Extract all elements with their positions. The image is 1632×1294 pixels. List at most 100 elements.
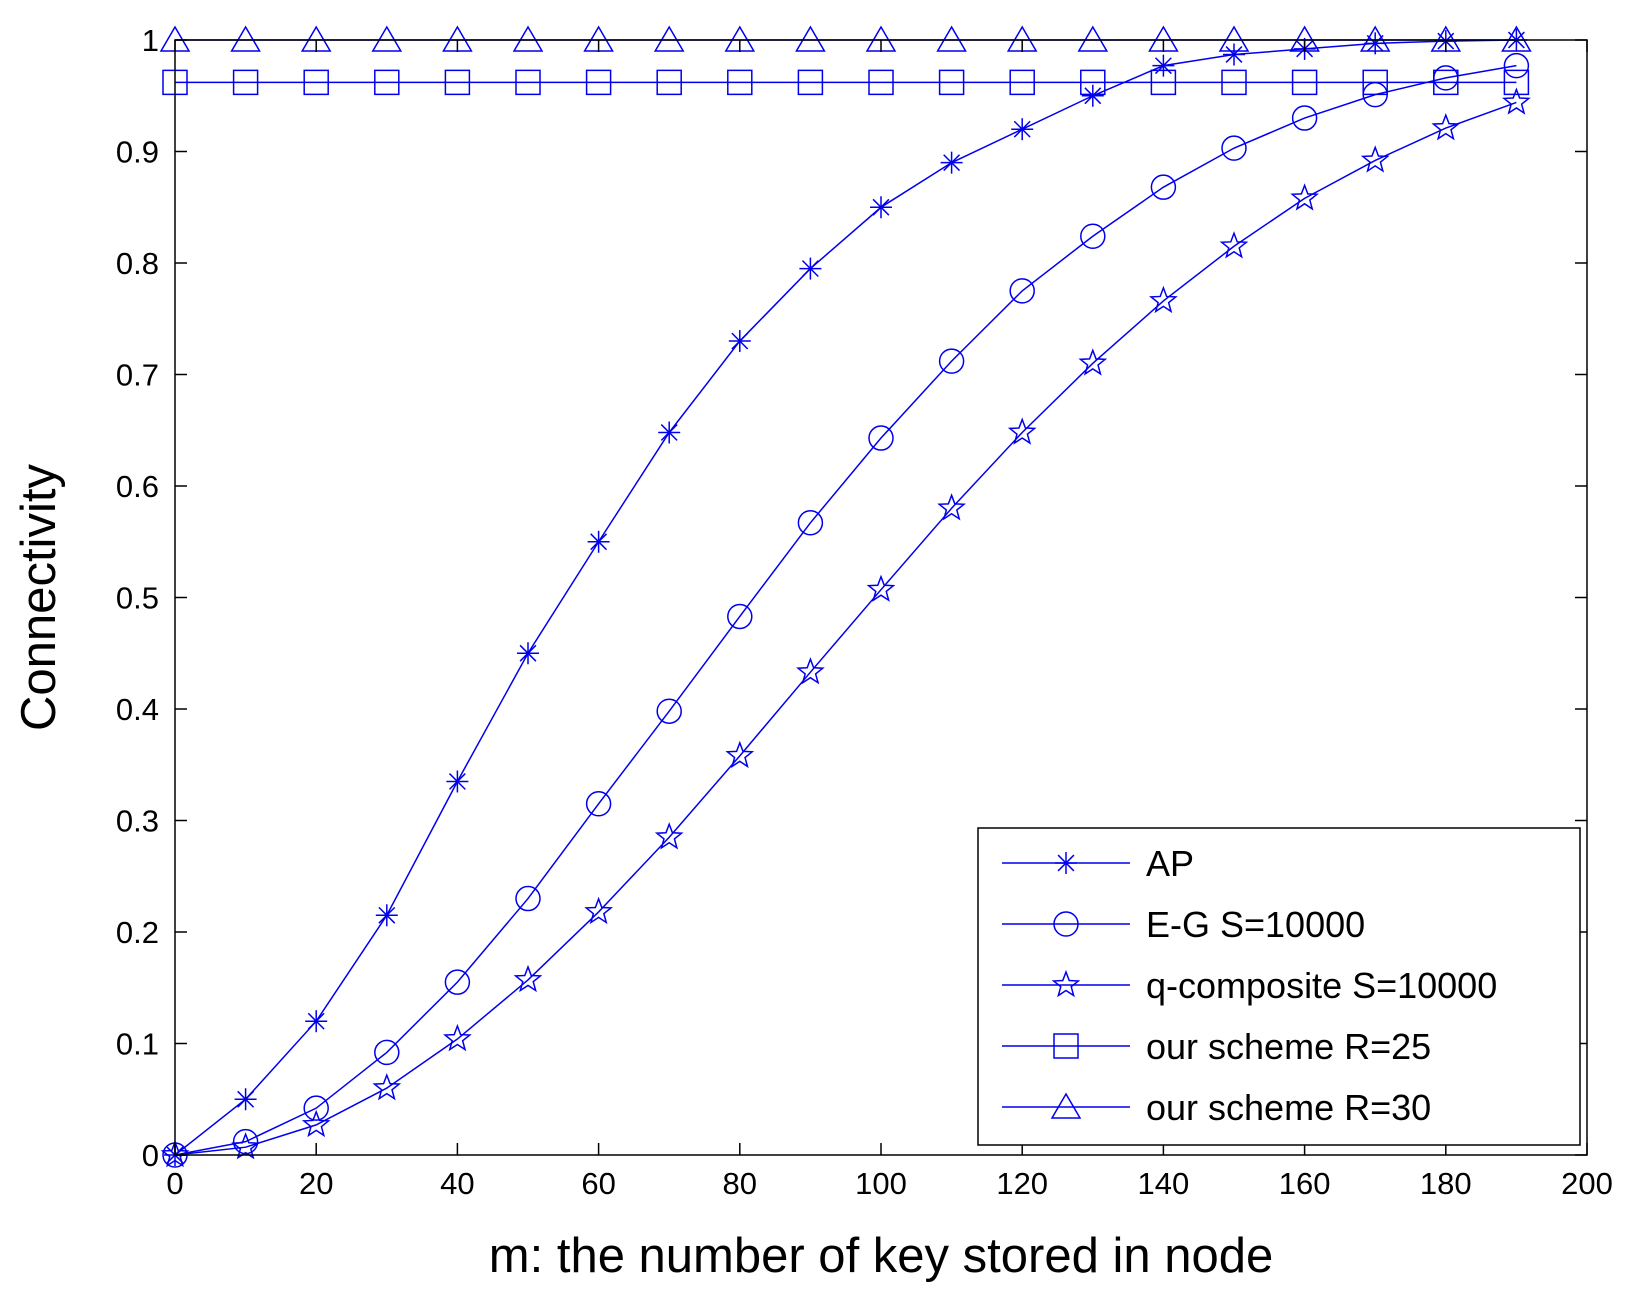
x-tick-label: 0 xyxy=(166,1166,183,1201)
x-tick-label: 100 xyxy=(855,1166,907,1201)
data-point xyxy=(1359,25,1391,52)
legend: AP E-G S=10000 q-composite S=10000 our sche… xyxy=(977,827,1581,1146)
data-point xyxy=(1221,69,1247,96)
data-point xyxy=(160,1139,190,1168)
data-point xyxy=(444,969,471,995)
legend-label: AP xyxy=(1146,843,1194,884)
data-point xyxy=(374,1039,400,1066)
y-tick-label: 0.4 xyxy=(116,692,159,727)
data-point xyxy=(1219,231,1249,259)
legend-marker xyxy=(1053,1033,1079,1059)
x-axis-title: m: the number of key stored in node xyxy=(489,1229,1273,1283)
data-point xyxy=(797,69,824,96)
x-tick-label: 40 xyxy=(440,1166,474,1201)
legend-marker xyxy=(1051,969,1081,998)
data-point xyxy=(371,25,403,52)
legend-label: our scheme R=30 xyxy=(1146,1087,1431,1128)
y-tick-label: 0.1 xyxy=(116,1027,159,1062)
data-point xyxy=(1150,69,1177,96)
data-point xyxy=(515,69,541,96)
data-point xyxy=(1218,25,1250,52)
y-tick-label: 0.7 xyxy=(116,358,159,393)
data-point xyxy=(587,530,610,553)
x-tick-label: 140 xyxy=(1138,1166,1190,1201)
x-tick-label: 180 xyxy=(1420,1166,1472,1201)
data-point xyxy=(725,740,755,769)
y-tick-label: 0.5 xyxy=(116,581,159,616)
data-point xyxy=(1362,69,1388,96)
legend-marker xyxy=(1053,911,1079,937)
data-point xyxy=(1503,69,1530,96)
data-point xyxy=(727,603,753,630)
y-tick-label: 1 xyxy=(142,23,159,58)
data-point xyxy=(231,1132,260,1160)
data-point xyxy=(303,69,329,96)
data-point xyxy=(728,330,751,353)
data-point xyxy=(866,574,896,602)
series-line xyxy=(174,39,1517,1156)
data-point xyxy=(1080,223,1106,249)
series-line xyxy=(174,101,1517,1156)
data-point xyxy=(1501,25,1532,52)
y-tick-label: 0 xyxy=(142,1138,159,1173)
y-tick-label: 0.2 xyxy=(116,915,159,950)
data-point xyxy=(1149,285,1178,314)
data-point xyxy=(1009,278,1035,304)
data-point xyxy=(584,896,613,925)
series-line xyxy=(174,64,1517,1156)
data-point xyxy=(301,1109,331,1138)
data-point xyxy=(727,69,753,96)
data-point xyxy=(1291,105,1318,131)
data-point xyxy=(940,151,963,174)
data-point xyxy=(938,69,965,96)
legend-item: q-composite S=10000 xyxy=(1002,965,1497,1006)
data-point xyxy=(936,25,967,52)
data-point xyxy=(937,493,966,521)
x-tick-label: 80 xyxy=(723,1166,757,1201)
data-point xyxy=(1223,43,1245,66)
legend-label: q-composite S=10000 xyxy=(1146,965,1497,1006)
data-point xyxy=(653,25,685,52)
x-tick-label: 200 xyxy=(1561,1166,1613,1201)
data-point xyxy=(374,69,400,96)
data-point xyxy=(1290,183,1319,211)
y-tick-label: 0.8 xyxy=(116,246,159,281)
y-tick-label: 0.6 xyxy=(116,469,159,504)
legend-item: our scheme R=25 xyxy=(1002,1026,1431,1067)
data-point xyxy=(796,657,825,685)
data-point xyxy=(1291,69,1318,96)
data-point xyxy=(585,69,612,96)
data-point xyxy=(938,348,965,374)
series-2 xyxy=(160,87,1531,1168)
data-point xyxy=(654,822,684,850)
y-tick-label: 0.3 xyxy=(116,804,159,839)
legend-item: AP xyxy=(1002,843,1194,884)
data-point xyxy=(1078,348,1108,376)
data-point xyxy=(1009,69,1035,96)
data-point xyxy=(656,698,682,724)
data-point xyxy=(656,69,682,96)
legend-item: our scheme R=30 xyxy=(1002,1087,1431,1128)
legend-marker xyxy=(1050,1092,1082,1119)
x-tick-label: 120 xyxy=(996,1166,1048,1201)
y-axis-title: Connectivity xyxy=(12,464,66,731)
data-point xyxy=(232,69,259,96)
data-point xyxy=(1503,52,1530,79)
series-3 xyxy=(162,69,1530,96)
data-point xyxy=(1152,54,1175,77)
data-point xyxy=(372,1072,402,1101)
data-point xyxy=(868,425,894,451)
legend-item: E-G S=10000 xyxy=(1002,904,1365,945)
data-point xyxy=(305,1010,328,1033)
data-point xyxy=(799,257,822,280)
data-point xyxy=(797,510,824,536)
legend-box xyxy=(977,827,1581,1146)
data-point xyxy=(513,964,543,993)
data-point xyxy=(515,885,541,912)
data-point xyxy=(1431,112,1461,141)
data-point xyxy=(868,69,894,96)
data-point xyxy=(795,25,826,52)
data-point xyxy=(658,421,681,444)
x-tick-label: 60 xyxy=(581,1166,615,1201)
